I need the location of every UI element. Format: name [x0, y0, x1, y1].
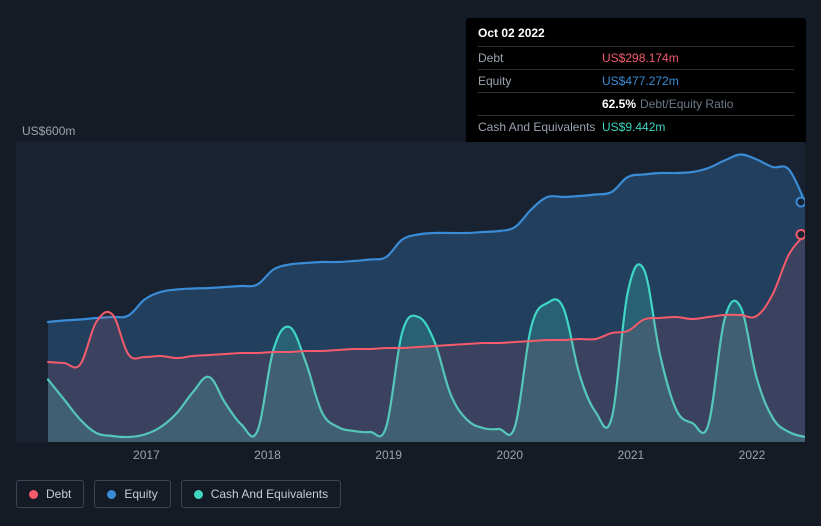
legend-item-debt[interactable]: Debt: [16, 480, 84, 508]
chart-plot-area[interactable]: [16, 142, 805, 442]
tooltip-value: 62.5%Debt/Equity Ratio: [602, 97, 733, 111]
x-tick-label: 2021: [618, 448, 645, 462]
tooltip-value: US$9.442m: [602, 120, 665, 134]
x-tick-label: 2019: [375, 448, 402, 462]
x-tick-label: 2017: [133, 448, 160, 462]
x-tick-label: 2022: [739, 448, 766, 462]
tooltip-value: US$477.272m: [602, 74, 679, 88]
circle-icon: [107, 490, 116, 499]
tooltip-row-equity: Equity US$477.272m: [478, 69, 794, 92]
legend-label: Cash And Equivalents: [211, 487, 328, 501]
tooltip-row-debt: Debt US$298.174m: [478, 46, 794, 69]
x-tick-label: 2018: [254, 448, 281, 462]
circle-icon: [29, 490, 38, 499]
circle-icon: [194, 490, 203, 499]
chart-tooltip: Oct 02 2022 Debt US$298.174m Equity US$4…: [466, 18, 806, 144]
tooltip-label: Cash And Equivalents: [478, 120, 602, 134]
chart-svg: [16, 142, 805, 442]
x-tick-label: 2020: [496, 448, 523, 462]
y-axis-max-label: US$600m: [22, 124, 75, 138]
tooltip-label: Equity: [478, 74, 602, 88]
x-axis-labels: 2017 2018 2019 2020 2021 2022: [48, 448, 805, 466]
tooltip-label: Debt: [478, 51, 602, 65]
tooltip-date: Oct 02 2022: [478, 26, 794, 46]
chart-legend: Debt Equity Cash And Equivalents: [16, 480, 341, 508]
tooltip-row-ratio: 62.5%Debt/Equity Ratio: [478, 92, 794, 115]
legend-item-cash[interactable]: Cash And Equivalents: [181, 480, 341, 508]
legend-item-equity[interactable]: Equity: [94, 480, 170, 508]
tooltip-value: US$298.174m: [602, 51, 679, 65]
legend-label: Equity: [124, 487, 157, 501]
tooltip-label: [478, 97, 602, 111]
legend-label: Debt: [46, 487, 71, 501]
tooltip-row-cash: Cash And Equivalents US$9.442m: [478, 115, 794, 138]
